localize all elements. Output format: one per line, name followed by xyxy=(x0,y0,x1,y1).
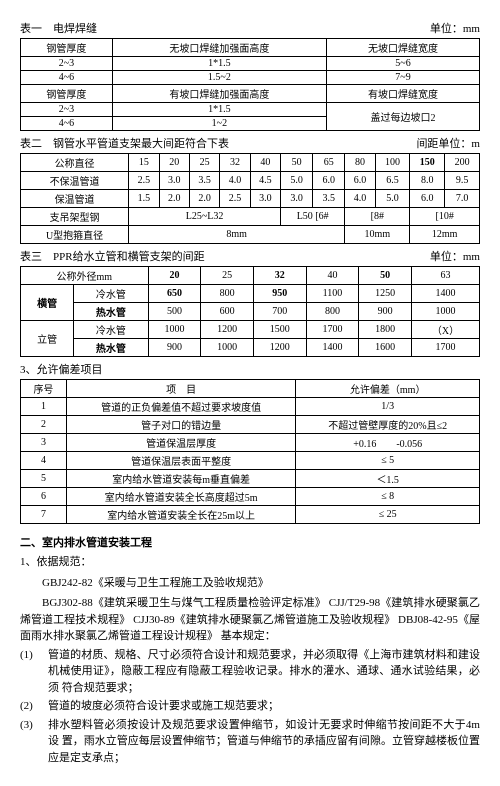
table3-title: 表三 PPR给水立管和横管支架的间距 xyxy=(20,248,205,264)
table2-unit: 间距单位：m xyxy=(416,135,480,151)
table3-unit: 单位：mm xyxy=(430,248,480,264)
table1: 钢管厚度 无坡口焊缝加强面高度 无坡口焊缝宽度 2~31*1.55~6 4~61… xyxy=(20,38,480,131)
table2-header: 表二 钢管水平管道支架最大间距符合下表 间距单位：m xyxy=(20,135,480,151)
section2-p2: BGJ302-88《建筑采暖卫生与煤气工程质量检验评定标准》 CJJ/T29-9… xyxy=(20,595,480,645)
list-item-1: (1) 管道的材质、规格、尺寸必须符合设计和规范要求，并必须取得《上海市建筑材料… xyxy=(20,647,480,697)
table1-unit: 单位：mm xyxy=(430,20,480,36)
table2-title: 表二 钢管水平管道支架最大间距符合下表 xyxy=(20,135,229,151)
list-item-2: (2) 管道的坡度必须符合设计要求或施工规范要求； xyxy=(20,698,480,715)
table3: 公称外径mm 202532405063 横管 冷水管 6508009501100… xyxy=(20,266,480,357)
section2-title: 二、室内排水管道安装工程 xyxy=(20,534,480,550)
list-item-3: (3) 排水塑料管必须按设计及规范要求设置伸缩节，如设计无要求时伸缩节按间距不大… xyxy=(20,717,480,767)
table4: 序号 项 目 允许偏差（mm） 1管道的正负偏差值不超过要求坡度值1/3 2管子… xyxy=(20,379,480,524)
table2: 公称直径 1520253240506580100150200 不保温管道 2.5… xyxy=(20,153,480,244)
table1-header: 表一 电焊焊缝 单位：mm xyxy=(20,20,480,36)
table4-title: 3、允许偏差项目 xyxy=(20,361,480,377)
t1h2: 无坡口焊缝宽度 xyxy=(326,39,479,57)
section2-sub1: 1、依据规范： xyxy=(20,554,480,571)
t1h0: 钢管厚度 xyxy=(21,39,113,57)
table3-header: 表三 PPR给水立管和横管支架的间距 单位：mm xyxy=(20,248,480,264)
section2-p1: GBJ242-82《采暖与卫生工程施工及验收规范》 xyxy=(20,575,480,592)
table1-title: 表一 电焊焊缝 xyxy=(20,20,97,36)
t1h1: 无坡口焊缝加强面高度 xyxy=(112,39,326,57)
